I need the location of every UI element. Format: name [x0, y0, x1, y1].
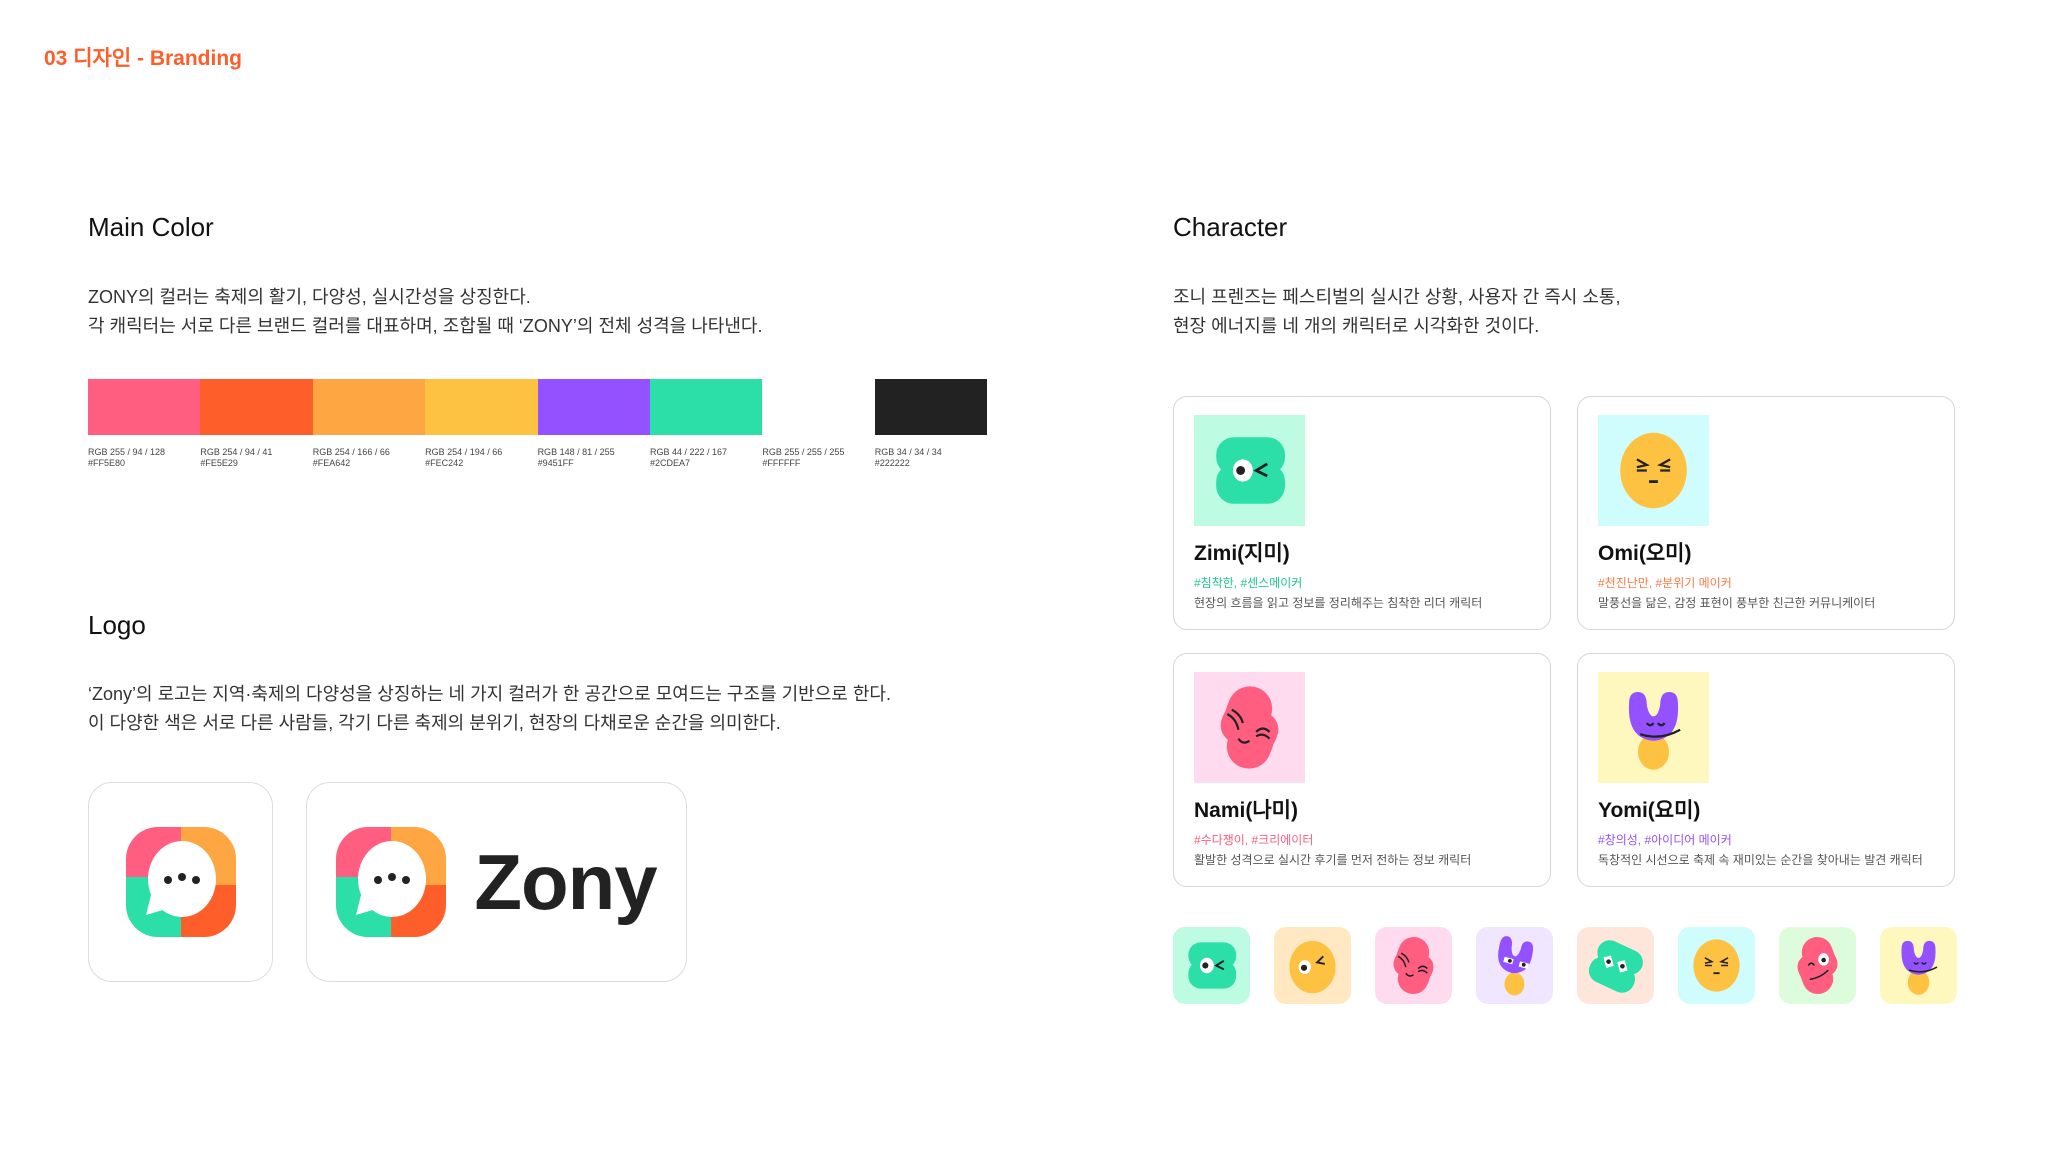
page-header: 03 디자인 - Branding	[44, 47, 242, 70]
swatch-hex: #2CDEA7	[649, 458, 690, 468]
color-swatch: RGB 148 / 81 / 255 #9451FF	[537, 379, 650, 469]
swatch-label: RGB 255 / 94 / 128 #FF5E80	[88, 447, 200, 469]
swatch-rgb: RGB 254 / 194 / 66	[425, 447, 503, 457]
swatch-rgb: RGB 255 / 255 / 255	[762, 447, 845, 457]
color-swatch: RGB 254 / 194 / 66 #FEC242	[425, 379, 538, 469]
yomi-character-icon	[1598, 672, 1709, 783]
zimi-icon	[1173, 927, 1250, 1004]
character-name: Yomi(요미)	[1598, 799, 1701, 822]
character-card: Nami(나미) #수다쟁이, #크리에이터 활발한 성격으로 실시간 후기를 …	[1173, 653, 1551, 887]
character-tags: #수다쟁이, #크리에이터	[1194, 833, 1314, 847]
character-variant-tile	[1476, 927, 1553, 1004]
color-swatch: RGB 255 / 255 / 255 #FFFFFF	[762, 379, 875, 469]
character-image	[1598, 672, 1709, 783]
swatch-rgb: RGB 254 / 94 / 41	[200, 447, 273, 457]
character-card: Omi(오미) #천진난만, #분위기 메이커 말풍선을 닮은, 감정 표현이 …	[1577, 396, 1955, 630]
character-description: 조니 프렌즈는 페스티벌의 실시간 상황, 사용자 간 즉시 소통, 현장 에너…	[1173, 283, 1620, 341]
swatch-hex: #FFFFFF	[762, 458, 801, 468]
nami-icon	[1375, 927, 1452, 1004]
description-line: 현장 에너지를 네 개의 캐릭터로 시각화한 것이다.	[1173, 316, 1540, 336]
character-name: Nami(나미)	[1194, 799, 1298, 822]
swatch-label: RGB 148 / 81 / 255 #9451FF	[538, 447, 650, 469]
character-card: Yomi(요미) #창의성, #아이디어 메이커 독창적인 시선으로 축제 속 …	[1577, 653, 1955, 887]
yomi-icon	[1880, 927, 1957, 1004]
swatch-rgb: RGB 255 / 94 / 128	[88, 447, 166, 457]
swatch-hex: #FEC242	[425, 458, 464, 468]
zony-logo-icon	[336, 827, 446, 937]
nami-eye-icon	[1779, 927, 1856, 1004]
character-variant-tile	[1880, 927, 1957, 1004]
color-swatch: RGB 254 / 166 / 66 #FEA642	[312, 379, 426, 469]
color-swatches: RGB 255 / 94 / 128 #FF5E80 RGB 254 / 94 /…	[88, 379, 988, 469]
swatch-chip	[425, 379, 538, 435]
swatch-rgb: RGB 254 / 166 / 66	[312, 447, 390, 457]
swatch-rgb: RGB 44 / 222 / 167	[649, 447, 728, 457]
yomi-eyes-icon	[1476, 927, 1553, 1004]
character-image	[1194, 672, 1305, 783]
color-swatch: RGB 34 / 34 / 34 #222222	[874, 379, 988, 469]
swatch-chip	[762, 379, 875, 435]
character-description: 말풍선을 닮은, 감정 표현이 풍부한 친근한 커뮤니케이터	[1598, 596, 1876, 610]
character-image	[1194, 415, 1305, 526]
description-line: 이 다양한 색은 서로 다른 사람들, 각기 다른 축제의 분위기, 현장의 다…	[88, 713, 781, 733]
swatch-chip	[874, 379, 988, 435]
swatch-hex: #9451FF	[537, 458, 574, 468]
description-line: 각 캐릭터는 서로 다른 브랜드 컬러를 대표하며, 조합될 때 ‘ZONY’의…	[88, 316, 763, 336]
character-variant-tile	[1173, 927, 1250, 1004]
swatch-label: RGB 44 / 222 / 167 #2CDEA7	[650, 447, 762, 469]
character-name: Omi(오미)	[1598, 542, 1692, 565]
swatch-chip	[200, 379, 313, 435]
swatch-chip	[312, 379, 426, 435]
character-description: 독창적인 시선으로 축제 속 재미있는 순간을 찾아내는 발견 캐릭터	[1598, 853, 1923, 867]
color-swatch: RGB 255 / 94 / 128 #FF5E80	[88, 379, 201, 469]
zimi-eyes-icon	[1577, 927, 1654, 1004]
character-card: Zimi(지미) #침착한, #센스메이커 현장의 흐름을 읽고 정보를 정리해…	[1173, 396, 1551, 630]
character-variant-tile	[1375, 927, 1452, 1004]
swatch-label: RGB 254 / 194 / 66 #FEC242	[425, 447, 537, 469]
swatch-rgb: RGB 148 / 81 / 255	[537, 447, 615, 457]
character-image	[1598, 415, 1709, 526]
character-title: Character	[1173, 212, 1288, 242]
logo-symbol-box	[88, 782, 273, 982]
color-swatch: RGB 254 / 94 / 41 #FE5E29	[200, 379, 313, 469]
character-variant-tile	[1779, 927, 1856, 1004]
swatch-chip	[649, 379, 763, 435]
character-tags: #창의성, #아이디어 메이커	[1598, 833, 1732, 847]
omi-character-icon	[1598, 415, 1709, 526]
character-tags: #침착한, #센스메이커	[1194, 576, 1303, 590]
main-color-description: ZONY의 컬러는 축제의 활기, 다양성, 실시간성을 상징한다. 각 캐릭터…	[88, 283, 763, 341]
logo-wordmark-box: Zony	[306, 782, 687, 982]
swatch-hex: #FE5E29	[200, 458, 238, 468]
swatch-chip	[537, 379, 650, 435]
character-description: 활발한 성격으로 실시간 후기를 먼저 전하는 정보 캐릭터	[1194, 853, 1472, 867]
character-name: Zimi(지미)	[1194, 542, 1290, 565]
swatch-chip	[88, 379, 201, 435]
character-tags: #천진난만, #분위기 메이커	[1598, 576, 1732, 590]
logo-title: Logo	[88, 610, 146, 640]
zony-logo-icon	[126, 827, 236, 937]
description-line: ‘Zony’의 로고는 지역·축제의 다양성을 상징하는 네 가지 컬러가 한 …	[88, 684, 891, 704]
swatch-label: RGB 254 / 94 / 41 #FE5E29	[200, 447, 312, 469]
swatch-label: RGB 254 / 166 / 66 #FEA642	[313, 447, 425, 469]
character-variant-tile	[1577, 927, 1654, 1004]
swatch-hex: #FEA642	[312, 458, 351, 468]
omi-icon	[1678, 927, 1755, 1004]
swatch-rgb: RGB 34 / 34 / 34	[874, 447, 942, 457]
logo-description: ‘Zony’의 로고는 지역·축제의 다양성을 상징하는 네 가지 컬러가 한 …	[88, 680, 891, 738]
nami-character-icon	[1194, 672, 1305, 783]
main-color-title: Main Color	[88, 212, 214, 242]
description-line: 조니 프렌즈는 페스티벌의 실시간 상황, 사용자 간 즉시 소통,	[1173, 287, 1621, 307]
description-line: ZONY의 컬러는 축제의 활기, 다양성, 실시간성을 상징한다.	[88, 287, 531, 307]
character-description: 현장의 흐름을 읽고 정보를 정리해주는 침착한 리더 캐릭터	[1194, 596, 1483, 610]
zimi-character-icon	[1194, 415, 1305, 526]
character-variant-tile	[1274, 927, 1351, 1004]
swatch-hex: #222222	[874, 458, 910, 468]
character-variant-tile	[1678, 927, 1755, 1004]
omi-wink-icon	[1274, 927, 1351, 1004]
color-swatch: RGB 44 / 222 / 167 #2CDEA7	[649, 379, 763, 469]
swatch-label: RGB 255 / 255 / 255 #FFFFFF	[762, 447, 874, 469]
swatch-label: RGB 34 / 34 / 34 #222222	[875, 447, 987, 469]
logo-wordmark: Zony	[474, 837, 657, 926]
swatch-hex: #FF5E80	[88, 458, 126, 468]
